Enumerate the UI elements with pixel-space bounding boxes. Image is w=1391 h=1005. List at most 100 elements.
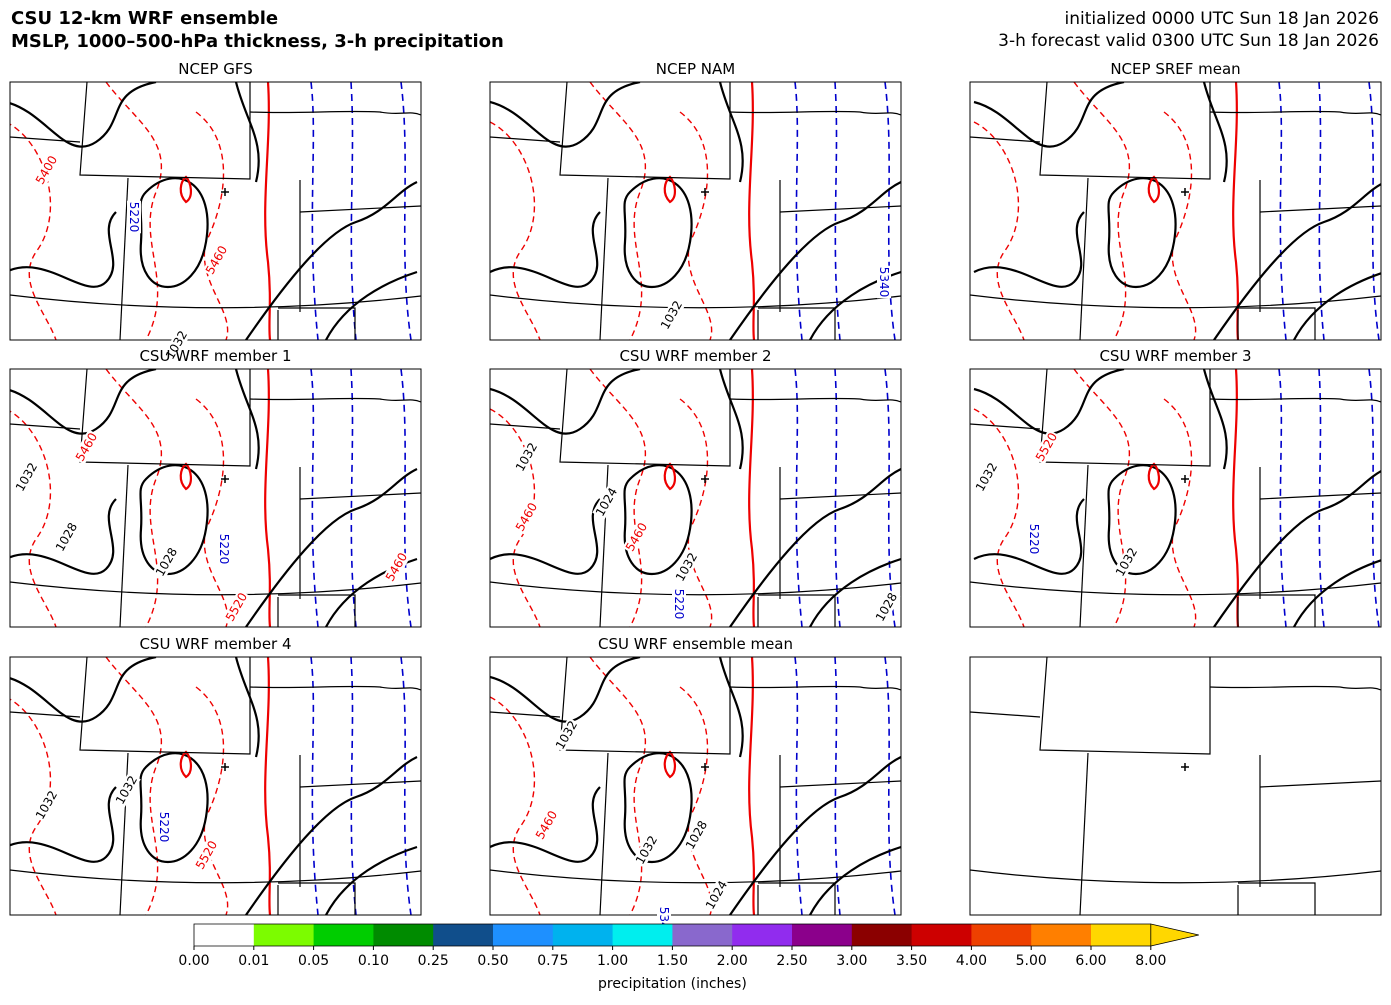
- label-background: [72, 429, 101, 465]
- map-frame: [489, 656, 902, 916]
- colorbar-tick-label: 0.75: [537, 953, 568, 969]
- label-background: [592, 484, 621, 520]
- colorbar-bin: [971, 924, 1032, 946]
- map-background: [10, 369, 421, 627]
- panel-title: CSU WRF member 2: [619, 347, 771, 365]
- panel-title: NCEP NAM: [656, 60, 735, 78]
- colorbar-tick-label: 0.10: [358, 953, 389, 969]
- colorbar-tick-label: 0.25: [418, 953, 449, 969]
- label-background: [657, 297, 686, 333]
- panel-title: CSU WRF ensemble mean: [598, 635, 793, 653]
- colorbar-bin: [433, 924, 494, 946]
- label-background: [877, 265, 891, 299]
- label-background: [872, 589, 901, 625]
- panel-title: CSU WRF member 1: [139, 347, 291, 365]
- label-background: [202, 242, 231, 278]
- colorbar-bin: [493, 924, 554, 946]
- label-background: [32, 152, 61, 188]
- colorbar-tick-label: 4.00: [956, 953, 987, 969]
- map-content: [970, 369, 1381, 627]
- colorbar-tick-label: 2.50: [776, 953, 807, 969]
- colorbar-bin: [672, 924, 733, 946]
- map-frame: [969, 368, 1382, 628]
- label-background: [112, 772, 141, 808]
- map-panel: [969, 656, 1382, 916]
- colorbar-bin: [851, 924, 913, 946]
- label-background: [12, 459, 41, 495]
- panel-title: NCEP SREF mean: [1110, 60, 1240, 78]
- label-background: [632, 832, 661, 868]
- label-background: [702, 877, 731, 913]
- contour-label: 5220: [672, 589, 686, 620]
- panel-title: NCEP GFS: [178, 60, 253, 78]
- map-frame: [969, 656, 1382, 916]
- label-background: [157, 810, 171, 844]
- label-background: [217, 532, 231, 566]
- colorbar-bin: [792, 924, 853, 946]
- label-background: [162, 327, 191, 363]
- colorbar-tick-label: 0.50: [477, 953, 508, 969]
- label-background: [622, 519, 651, 555]
- map-frame: [489, 81, 902, 341]
- colorbar-tick-label: 0.00: [178, 953, 209, 969]
- map-content: [490, 657, 901, 915]
- colorbar-bin: [911, 924, 972, 946]
- label-background: [552, 717, 581, 753]
- map-frame: [9, 81, 422, 341]
- label-background: [222, 589, 251, 625]
- contour-label: 5220: [157, 812, 171, 843]
- map-content: [490, 82, 901, 340]
- colorbar-bin: [313, 924, 374, 946]
- colorbar-bin: [552, 924, 614, 946]
- label-background: [152, 544, 181, 580]
- colorbar-tick-label: 1.00: [597, 953, 628, 969]
- map-frame: [9, 368, 422, 628]
- map-frame: [9, 656, 422, 916]
- label-background: [682, 817, 711, 853]
- label-background: [127, 200, 141, 234]
- title: CSU 12-km WRF ensemble: [11, 8, 278, 29]
- map-panel: CSU WRF member 1546010321028546010285520…: [9, 347, 422, 628]
- map-background: [490, 369, 901, 627]
- init-time: initialized 0000 UTC Sun 18 Jan 2026: [1065, 9, 1379, 29]
- colorbar-bin: [253, 924, 315, 946]
- colorbar-tick-label: 2.00: [717, 953, 748, 969]
- colorbar-bin: [1031, 924, 1092, 946]
- label-background: [532, 807, 561, 843]
- contour-label: 5220: [1027, 524, 1041, 555]
- label-background: [672, 549, 701, 585]
- valid-time: 3-h forecast valid 0300 UTC Sun 18 Jan 2…: [998, 31, 1379, 51]
- label-background: [52, 519, 81, 555]
- colorbar-tick-label: 8.00: [1135, 953, 1166, 969]
- colorbar-bin: [732, 924, 793, 946]
- label-background: [382, 549, 411, 585]
- subtitle: MSLP, 1000–500-hPa thickness, 3-h precip…: [11, 31, 504, 52]
- colorbar-tick-label: 1.50: [657, 953, 688, 969]
- label-background: [972, 459, 1001, 495]
- colorbar-tick-label: 0.05: [298, 953, 329, 969]
- map-content: [10, 657, 421, 915]
- label-background: [512, 499, 541, 535]
- map-content: [10, 82, 421, 340]
- colorbar-tick-label: 5.00: [1016, 953, 1047, 969]
- map-content: [970, 82, 1381, 340]
- label-background: [512, 439, 541, 475]
- colorbar-bin: [1091, 924, 1152, 946]
- colorbar-tick-label: 3.50: [896, 953, 927, 969]
- map-background: [490, 657, 901, 915]
- label-background: [1112, 544, 1141, 580]
- map-panel: NCEP SREF mean: [969, 60, 1382, 341]
- colorbar-bin: [194, 924, 255, 946]
- label-background: [1027, 522, 1041, 556]
- colorbar-extension: [1150, 923, 1199, 947]
- panel-title: CSU WRF member 4: [139, 635, 291, 653]
- colorbar: 0.00 0.01 0.05 0.10 0.25 0.50 0.75 1.00 1.50 2.00…: [178, 923, 1199, 992]
- colorbar-bin: [373, 924, 434, 946]
- map-content: [10, 369, 421, 627]
- map-frame: [969, 81, 1382, 341]
- label-background: [672, 587, 686, 621]
